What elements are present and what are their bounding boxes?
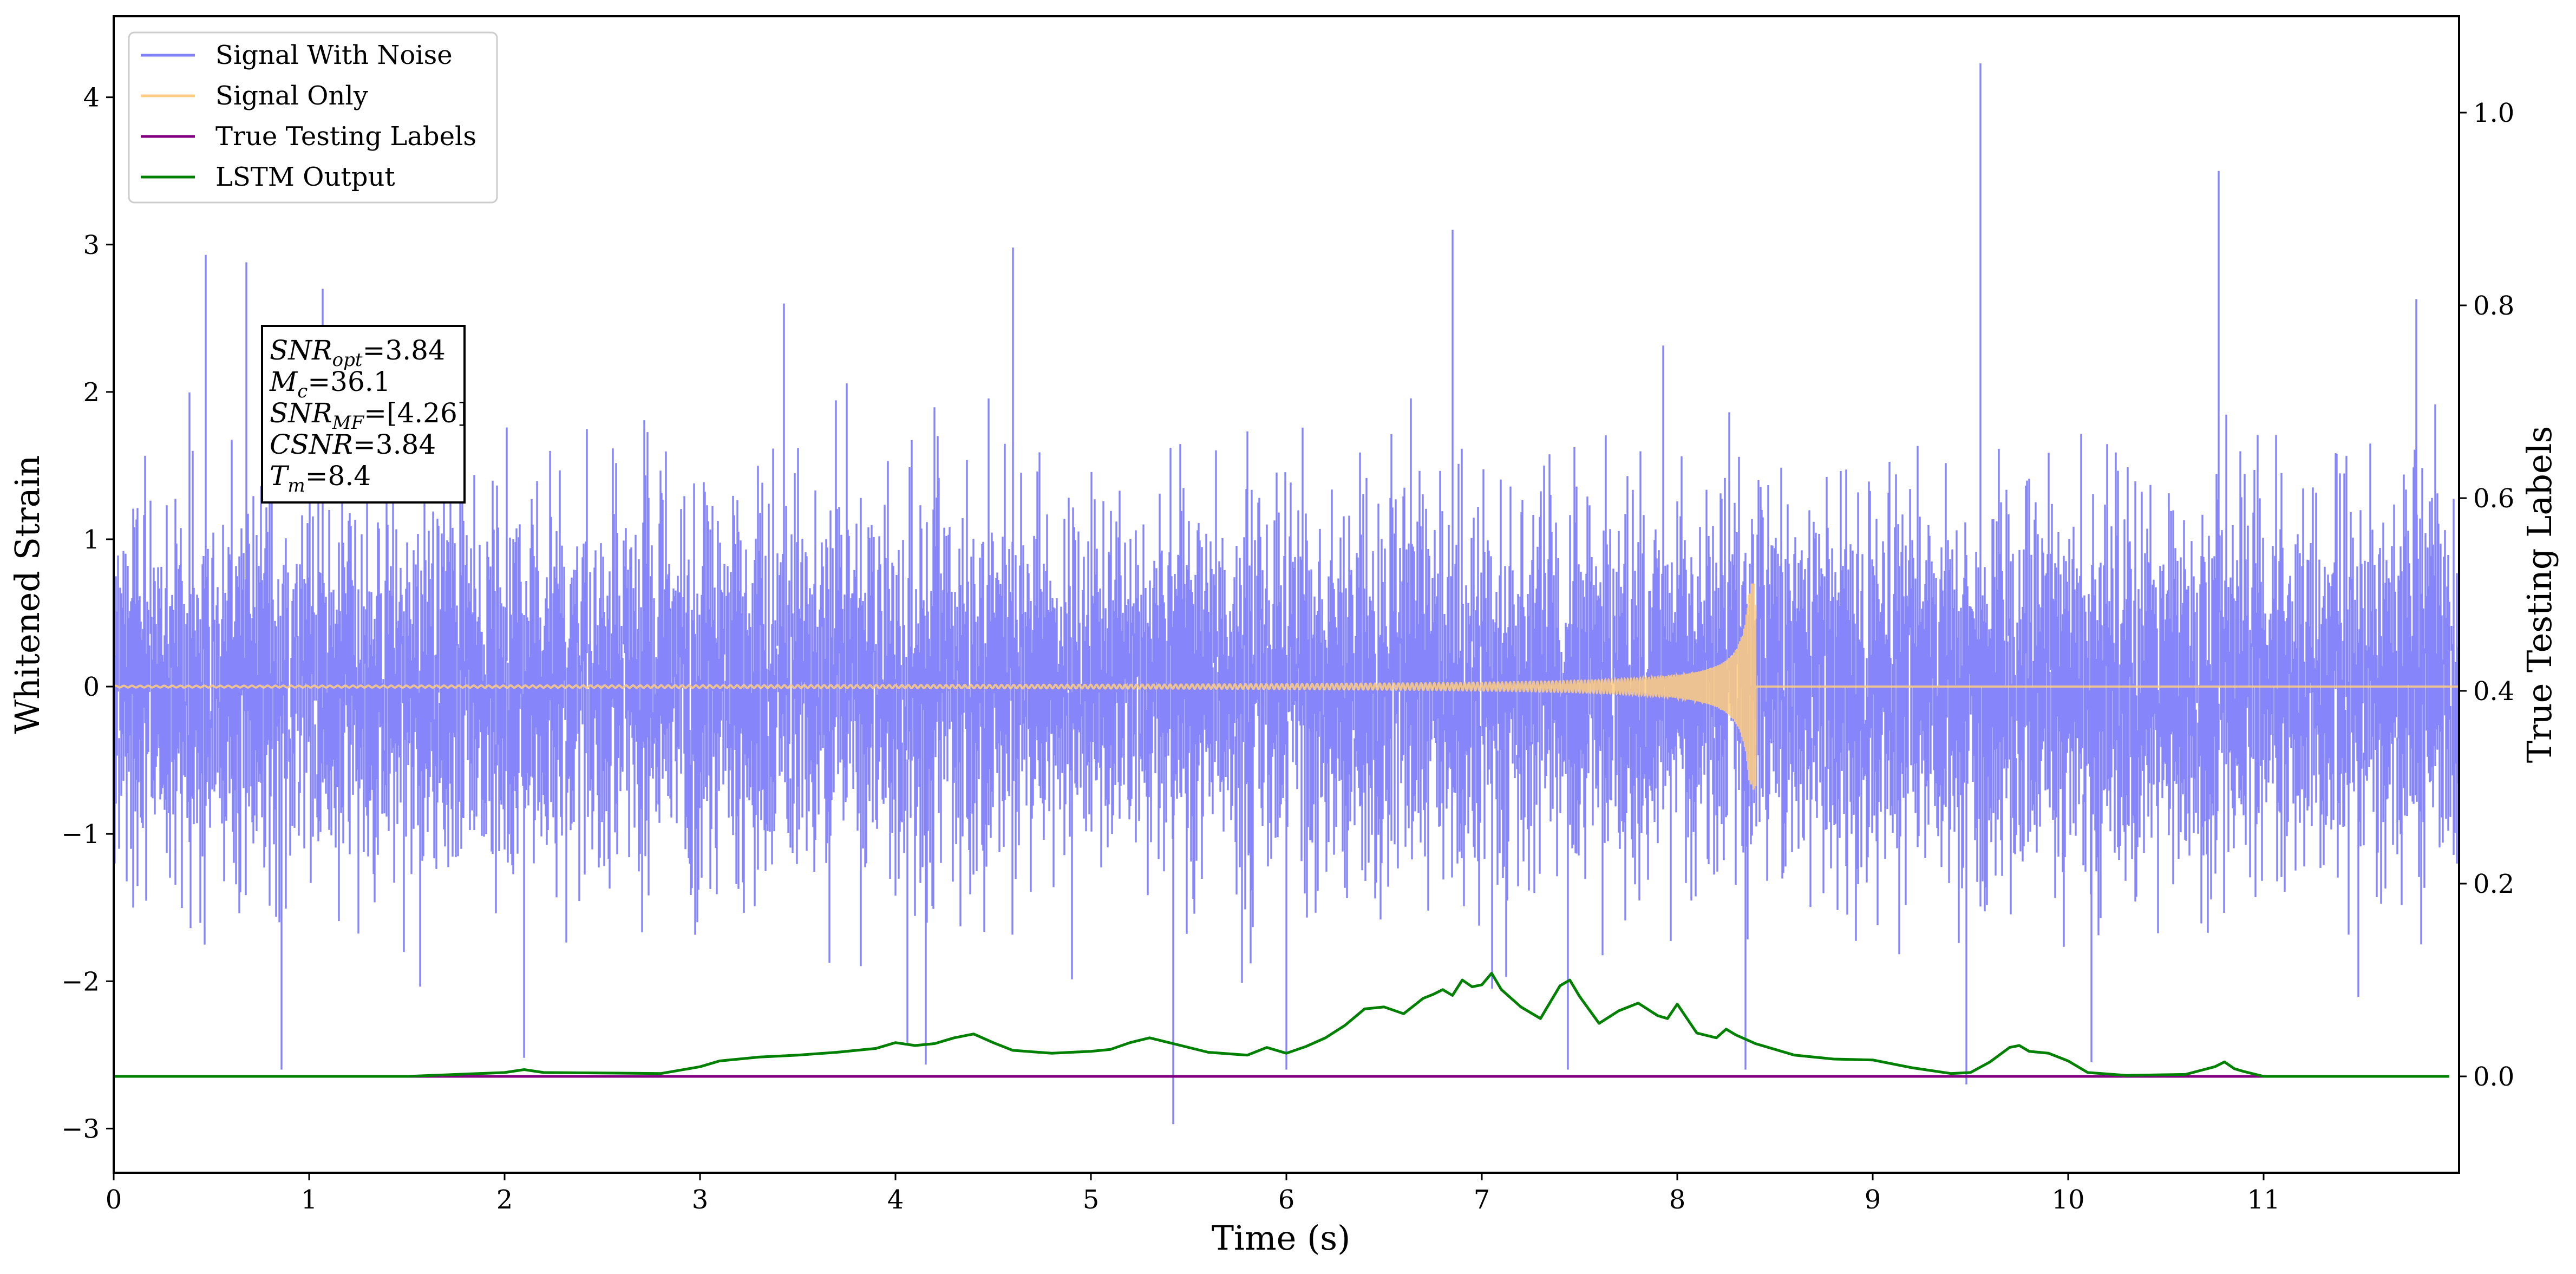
x-tick-label: 11 [2247,1185,2280,1215]
y-tick-label: 3 [83,230,100,260]
x-tick-label: 2 [496,1185,513,1215]
y-axis-right: 0.0 0.2 0.4 0.6 0.8 1.0 [2459,98,2514,1092]
legend-label: Signal Only [215,81,368,111]
info-line: SNRMF=[4.26] [270,397,468,434]
y-tick-label: −3 [61,1114,100,1144]
x-tick-label: 5 [1083,1185,1100,1215]
x-tick-label: 8 [1669,1185,1686,1215]
legend-frame [128,31,498,204]
legend-items: Signal With Noise Signal Only True Testing… [141,40,476,192]
x-axis: 0 1 2 3 4 5 6 7 8 9 10 11 [106,1173,2280,1215]
y-tick-label: −2 [61,966,100,997]
y-tick-label: 0 [83,672,100,702]
y-tick-label: 1 [83,525,100,555]
noise-trace [114,63,2459,1125]
y2-tick-label: 1.0 [2473,98,2514,128]
y-tick-label: 4 [83,83,100,113]
series-signal-with-noise [114,63,2459,1125]
y-tick-label: −1 [61,819,100,850]
info-line: Mc=36.1 [269,366,390,402]
lstm-trace [114,972,2449,1078]
y2-tick-label: 0.0 [2473,1062,2514,1092]
legend-label: True Testing Labels [215,121,476,152]
info-box-lines: SNRopt=3.84Mc=36.1SNRMF=[4.26]CSNR=3.84T… [269,335,468,496]
legend-label: LSTM Output [215,162,395,192]
x-tick-label: 0 [106,1185,122,1215]
x-tick-label: 9 [1865,1185,1881,1215]
legend: Signal With Noise Signal Only True Testing… [128,31,498,204]
info-line: Tm=8.4 [270,460,371,496]
y2-axis-title: True Testing Labels [2520,426,2559,763]
chirp-trace [114,583,2459,790]
x-tick-label: 1 [301,1185,318,1215]
info-box: SNRopt=3.84Mc=36.1SNRMF=[4.26]CSNR=3.84T… [261,325,468,504]
info-line: CSNR=3.84 [270,429,436,460]
y-axis-left: −3 −2 −1 0 1 2 3 4 [61,83,114,1144]
legend-label: Signal With Noise [215,40,453,70]
y2-tick-label: 0.8 [2473,291,2514,321]
x-axis-title: Time (s) [1212,1218,1351,1258]
info-box-frame [261,325,466,504]
series-signal-only [114,583,2459,790]
x-tick-label: 6 [1278,1185,1295,1215]
x-tick-label: 4 [887,1185,904,1215]
x-tick-label: 7 [1474,1185,1490,1215]
info-line: SNRopt=3.84 [270,335,446,371]
y-axis-title: Whitened Strain [8,455,47,734]
y2-tick-label: 0.4 [2473,676,2514,707]
y2-tick-label: 0.2 [2473,869,2514,899]
x-tick-label: 3 [692,1185,709,1215]
y2-tick-label: 0.6 [2473,484,2514,514]
y-tick-label: 2 [83,377,100,408]
x-tick-label: 10 [2051,1185,2084,1215]
series-lstm-output [114,972,2449,1078]
